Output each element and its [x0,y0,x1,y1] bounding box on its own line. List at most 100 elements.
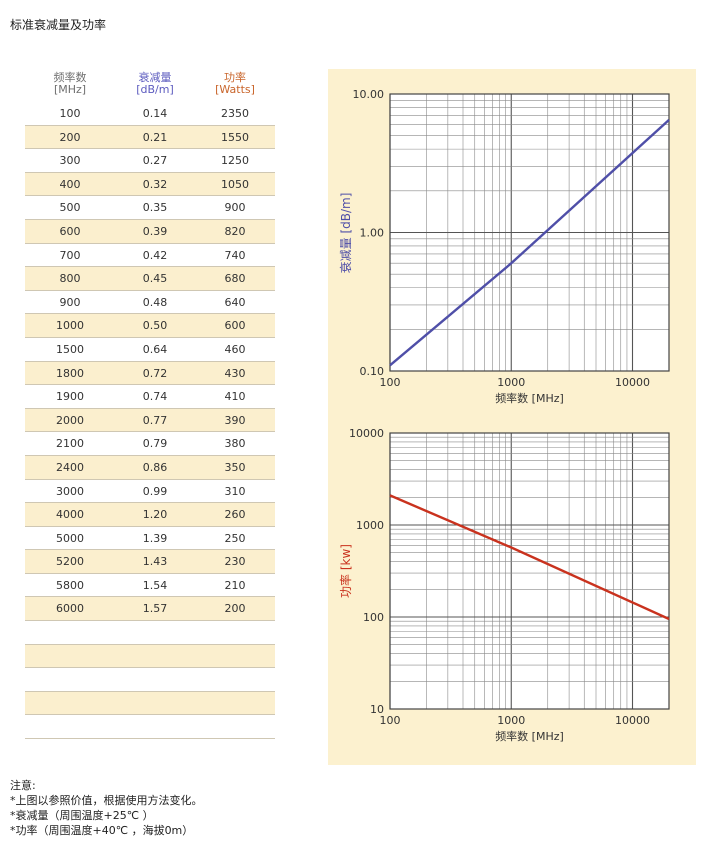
note-attenuation: *衰减量（周围温度+25℃ ） [10,809,154,822]
cell-frequency: 400 [59,177,81,191]
table-row [25,691,275,716]
cell-attenuation: 0.35 [142,201,168,215]
y-axis-label: 衰减量 [dB/m] [338,193,353,274]
y-tick-label: 100 [363,611,384,624]
cell-frequency: 2400 [56,460,84,474]
cell-power: 200 [224,602,246,616]
cell-power: 1550 [221,130,249,144]
table-row: 1500 0.64 460 [25,338,275,362]
cell-frequency: 800 [59,272,81,286]
cell-power: 900 [224,201,246,215]
cell-attenuation: 0.32 [142,177,168,191]
table-row: 600 0.39 820 [25,219,275,244]
cell-attenuation: 0.79 [142,437,168,451]
header-frequency-name: 频率数 [53,71,87,84]
x-tick-label: 100 [380,376,401,389]
cell-power: 430 [224,366,246,380]
cell-attenuation: 1.43 [142,555,168,569]
header-attenuation-unit: [dB/m] [136,83,174,96]
cell-attenuation: 0.77 [142,413,168,427]
cell-attenuation: 0.21 [142,130,168,144]
x-tick-label: 10000 [615,714,650,727]
cell-frequency: 5000 [56,531,84,545]
table-row: 2000 0.77 390 [25,408,275,433]
cell-frequency: 200 [59,130,81,144]
cell-power: 820 [224,224,246,238]
cell-frequency: 3000 [56,484,84,498]
y-tick-label: 1.00 [360,227,385,240]
cell-power: 1250 [221,154,249,168]
table-row: 200 0.21 1550 [25,125,275,150]
cell-attenuation: 0.45 [142,272,168,286]
cell-attenuation: 1.20 [142,508,168,522]
cell-frequency: 500 [59,201,81,215]
cell-attenuation: 0.64 [142,342,168,356]
cell-power: 1050 [221,177,249,191]
y-tick-label: 0.10 [360,365,385,378]
cell-power: 250 [224,531,246,545]
cell-attenuation: 0.50 [142,319,168,333]
header-power-name: 功率 [224,71,246,84]
cell-attenuation: 0.14 [142,107,168,120]
notes: 注意: *上图以参照价值，根据使用方法变化。 *衰减量（周围温度+25℃ ） *… [10,778,203,838]
plot-area [390,433,669,709]
cell-power: 600 [224,319,246,333]
cell-attenuation: 0.27 [142,154,168,168]
table-row: 800 0.45 680 [25,267,275,291]
cell-frequency: 5800 [56,578,84,592]
table-row [25,715,275,740]
table-row [25,668,275,692]
table-row: 5800 1.54 210 [25,574,275,598]
spec-table: 频率数 [MHz] 衰减量 [dB/m] 功率 [Watts] 100 0.14 2… [25,68,275,740]
cell-attenuation: 0.86 [142,460,168,474]
cell-frequency: 1000 [56,319,84,333]
table-row: 900 0.48 640 [25,291,275,315]
table-row: 1000 0.50 600 [25,314,275,338]
cell-frequency: 2000 [56,413,84,427]
cell-attenuation: 1.54 [142,578,168,592]
cell-power: 410 [224,390,246,404]
table-row: 400 0.32 1050 [25,172,275,197]
cell-power: 310 [224,484,246,498]
cell-power: 230 [224,555,246,569]
cell-frequency: 2100 [56,437,84,451]
header-attenuation: 衰减量 [dB/m] [120,72,190,96]
table-row: 100 0.14 2350 [25,102,275,126]
cell-attenuation: 1.39 [142,531,168,545]
table-row: 6000 1.57 200 [25,597,275,622]
cell-frequency: 300 [59,154,81,168]
table-row: 1800 0.72 430 [25,361,275,386]
table-row: 700 0.42 740 [25,244,275,268]
y-tick-label: 1000 [356,519,384,532]
x-axis-label: 频率数 [MHz] [495,391,564,405]
y-axis-label: 功率 [kw] [338,544,353,598]
table-row: 3000 0.99 310 [25,480,275,504]
series-line [389,494,670,621]
cell-attenuation: 1.57 [142,602,168,616]
x-axis-label: 频率数 [MHz] [495,729,564,743]
plot-border [389,93,670,372]
header-power-unit: [Watts] [215,83,255,96]
cell-frequency: 700 [59,248,81,262]
table-row: 5000 1.39 250 [25,527,275,551]
table-row: 300 0.27 1250 [25,149,275,173]
chart-panel: 100 1000 10000 0.10 1.00 10.00 频率数 [MHz] 衰减量 [d… [328,69,696,765]
cell-power: 460 [224,342,246,356]
header-power: 功率 [Watts] [200,72,270,96]
charts-svg: 100 1000 10000 0.10 1.00 10.00 频率数 [MHz] 衰减量 [d… [338,88,670,743]
y-tick-label: 10.00 [353,88,385,101]
table-row: 4000 1.20 260 [25,503,275,527]
table-row: 2400 0.86 350 [25,455,275,480]
y-tick-label: 10 [370,703,384,716]
notes-title: 注意: [10,779,36,792]
cell-power: 390 [224,413,246,427]
cell-frequency: 1900 [56,390,84,404]
cell-attenuation: 0.48 [142,295,168,309]
cell-frequency: 1800 [56,366,84,380]
cell-attenuation: 0.39 [142,224,168,238]
x-tick-label: 100 [380,714,401,727]
cell-frequency: 4000 [56,508,84,522]
header-frequency: 频率数 [MHz] [35,72,105,96]
chart-1: 100 1000 10000 0.10 1.00 10.00 频率数 [MHz] 衰减量 [d… [338,88,670,405]
